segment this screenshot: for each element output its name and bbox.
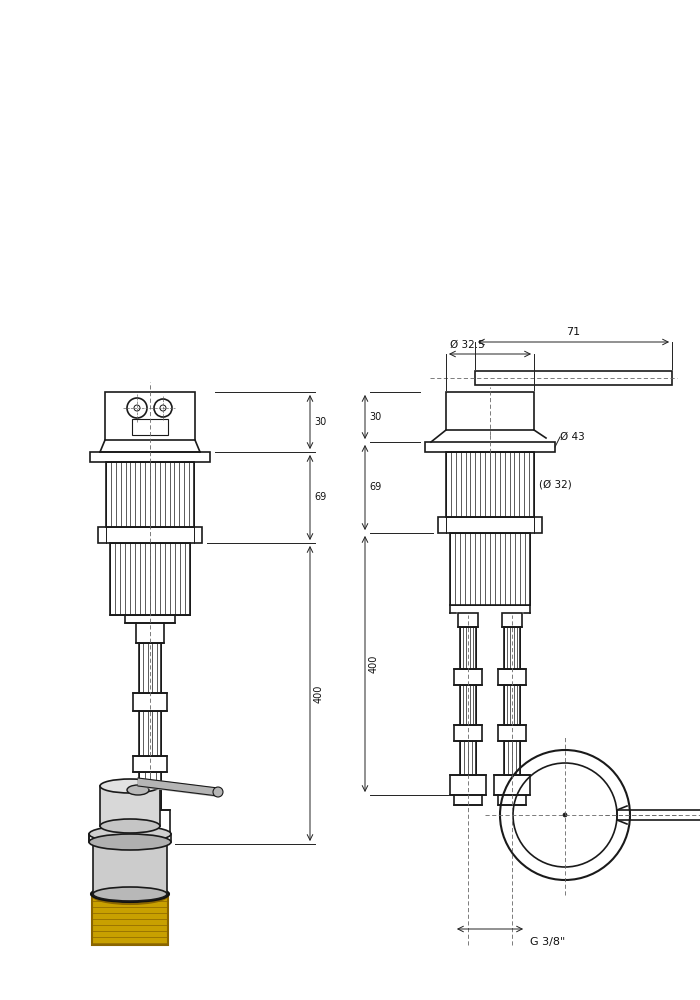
Bar <box>425 442 555 452</box>
Ellipse shape <box>93 887 167 901</box>
Bar <box>106 462 194 527</box>
Bar <box>139 772 161 810</box>
Bar <box>139 643 161 693</box>
Bar <box>139 772 161 810</box>
Text: 400: 400 <box>369 655 379 673</box>
Text: 69: 69 <box>369 483 382 492</box>
Circle shape <box>563 813 567 817</box>
Bar <box>92 895 168 945</box>
Ellipse shape <box>92 886 168 904</box>
Bar <box>458 613 478 627</box>
Bar <box>133 693 167 711</box>
Bar <box>450 533 530 605</box>
Ellipse shape <box>100 779 160 793</box>
Bar <box>454 725 482 741</box>
Text: 71: 71 <box>566 327 580 337</box>
Bar <box>93 842 167 894</box>
Bar <box>460 685 476 725</box>
Bar <box>460 627 476 669</box>
Ellipse shape <box>99 889 161 899</box>
Bar <box>446 452 534 517</box>
Bar <box>136 623 164 643</box>
Bar <box>454 795 482 805</box>
Bar <box>504 627 520 669</box>
Bar <box>132 419 168 435</box>
Bar <box>498 795 526 805</box>
Bar <box>98 527 202 543</box>
Bar <box>460 685 476 725</box>
Text: 69: 69 <box>314 492 326 502</box>
Bar <box>494 775 530 795</box>
Text: 400: 400 <box>314 684 324 703</box>
Ellipse shape <box>89 834 171 850</box>
Bar <box>498 725 526 741</box>
Bar <box>504 685 520 725</box>
Bar <box>105 392 195 440</box>
Bar <box>446 452 534 517</box>
Bar <box>504 741 520 775</box>
Ellipse shape <box>91 886 169 902</box>
Bar <box>134 832 166 844</box>
Bar <box>110 543 190 615</box>
Circle shape <box>213 787 223 797</box>
Bar <box>100 786 160 826</box>
Bar <box>460 741 476 775</box>
Bar <box>504 741 520 775</box>
Bar <box>450 533 530 605</box>
Ellipse shape <box>127 785 149 795</box>
Bar <box>617 810 700 820</box>
Ellipse shape <box>100 819 160 833</box>
Bar <box>438 517 542 533</box>
Ellipse shape <box>89 826 171 842</box>
Bar <box>133 756 167 772</box>
Bar <box>90 452 210 462</box>
Text: G 3/8": G 3/8" <box>530 937 566 947</box>
Bar <box>110 543 190 615</box>
Bar <box>450 775 486 795</box>
Bar <box>454 669 482 685</box>
Bar <box>475 371 672 385</box>
Text: Ø 32.5: Ø 32.5 <box>450 340 484 350</box>
Bar <box>446 392 534 430</box>
Bar <box>125 615 175 623</box>
Text: Ø 43: Ø 43 <box>560 432 584 442</box>
Bar <box>502 613 522 627</box>
Bar <box>460 741 476 775</box>
Bar <box>139 643 161 693</box>
Bar <box>139 711 161 756</box>
Text: 30: 30 <box>369 412 382 422</box>
Bar <box>106 462 194 527</box>
Bar <box>504 685 520 725</box>
Bar <box>139 711 161 756</box>
Bar <box>504 627 520 669</box>
Bar <box>498 669 526 685</box>
Bar <box>460 627 476 669</box>
Bar <box>130 810 170 832</box>
Text: 30: 30 <box>314 417 326 427</box>
Text: (Ø 32): (Ø 32) <box>539 480 572 489</box>
